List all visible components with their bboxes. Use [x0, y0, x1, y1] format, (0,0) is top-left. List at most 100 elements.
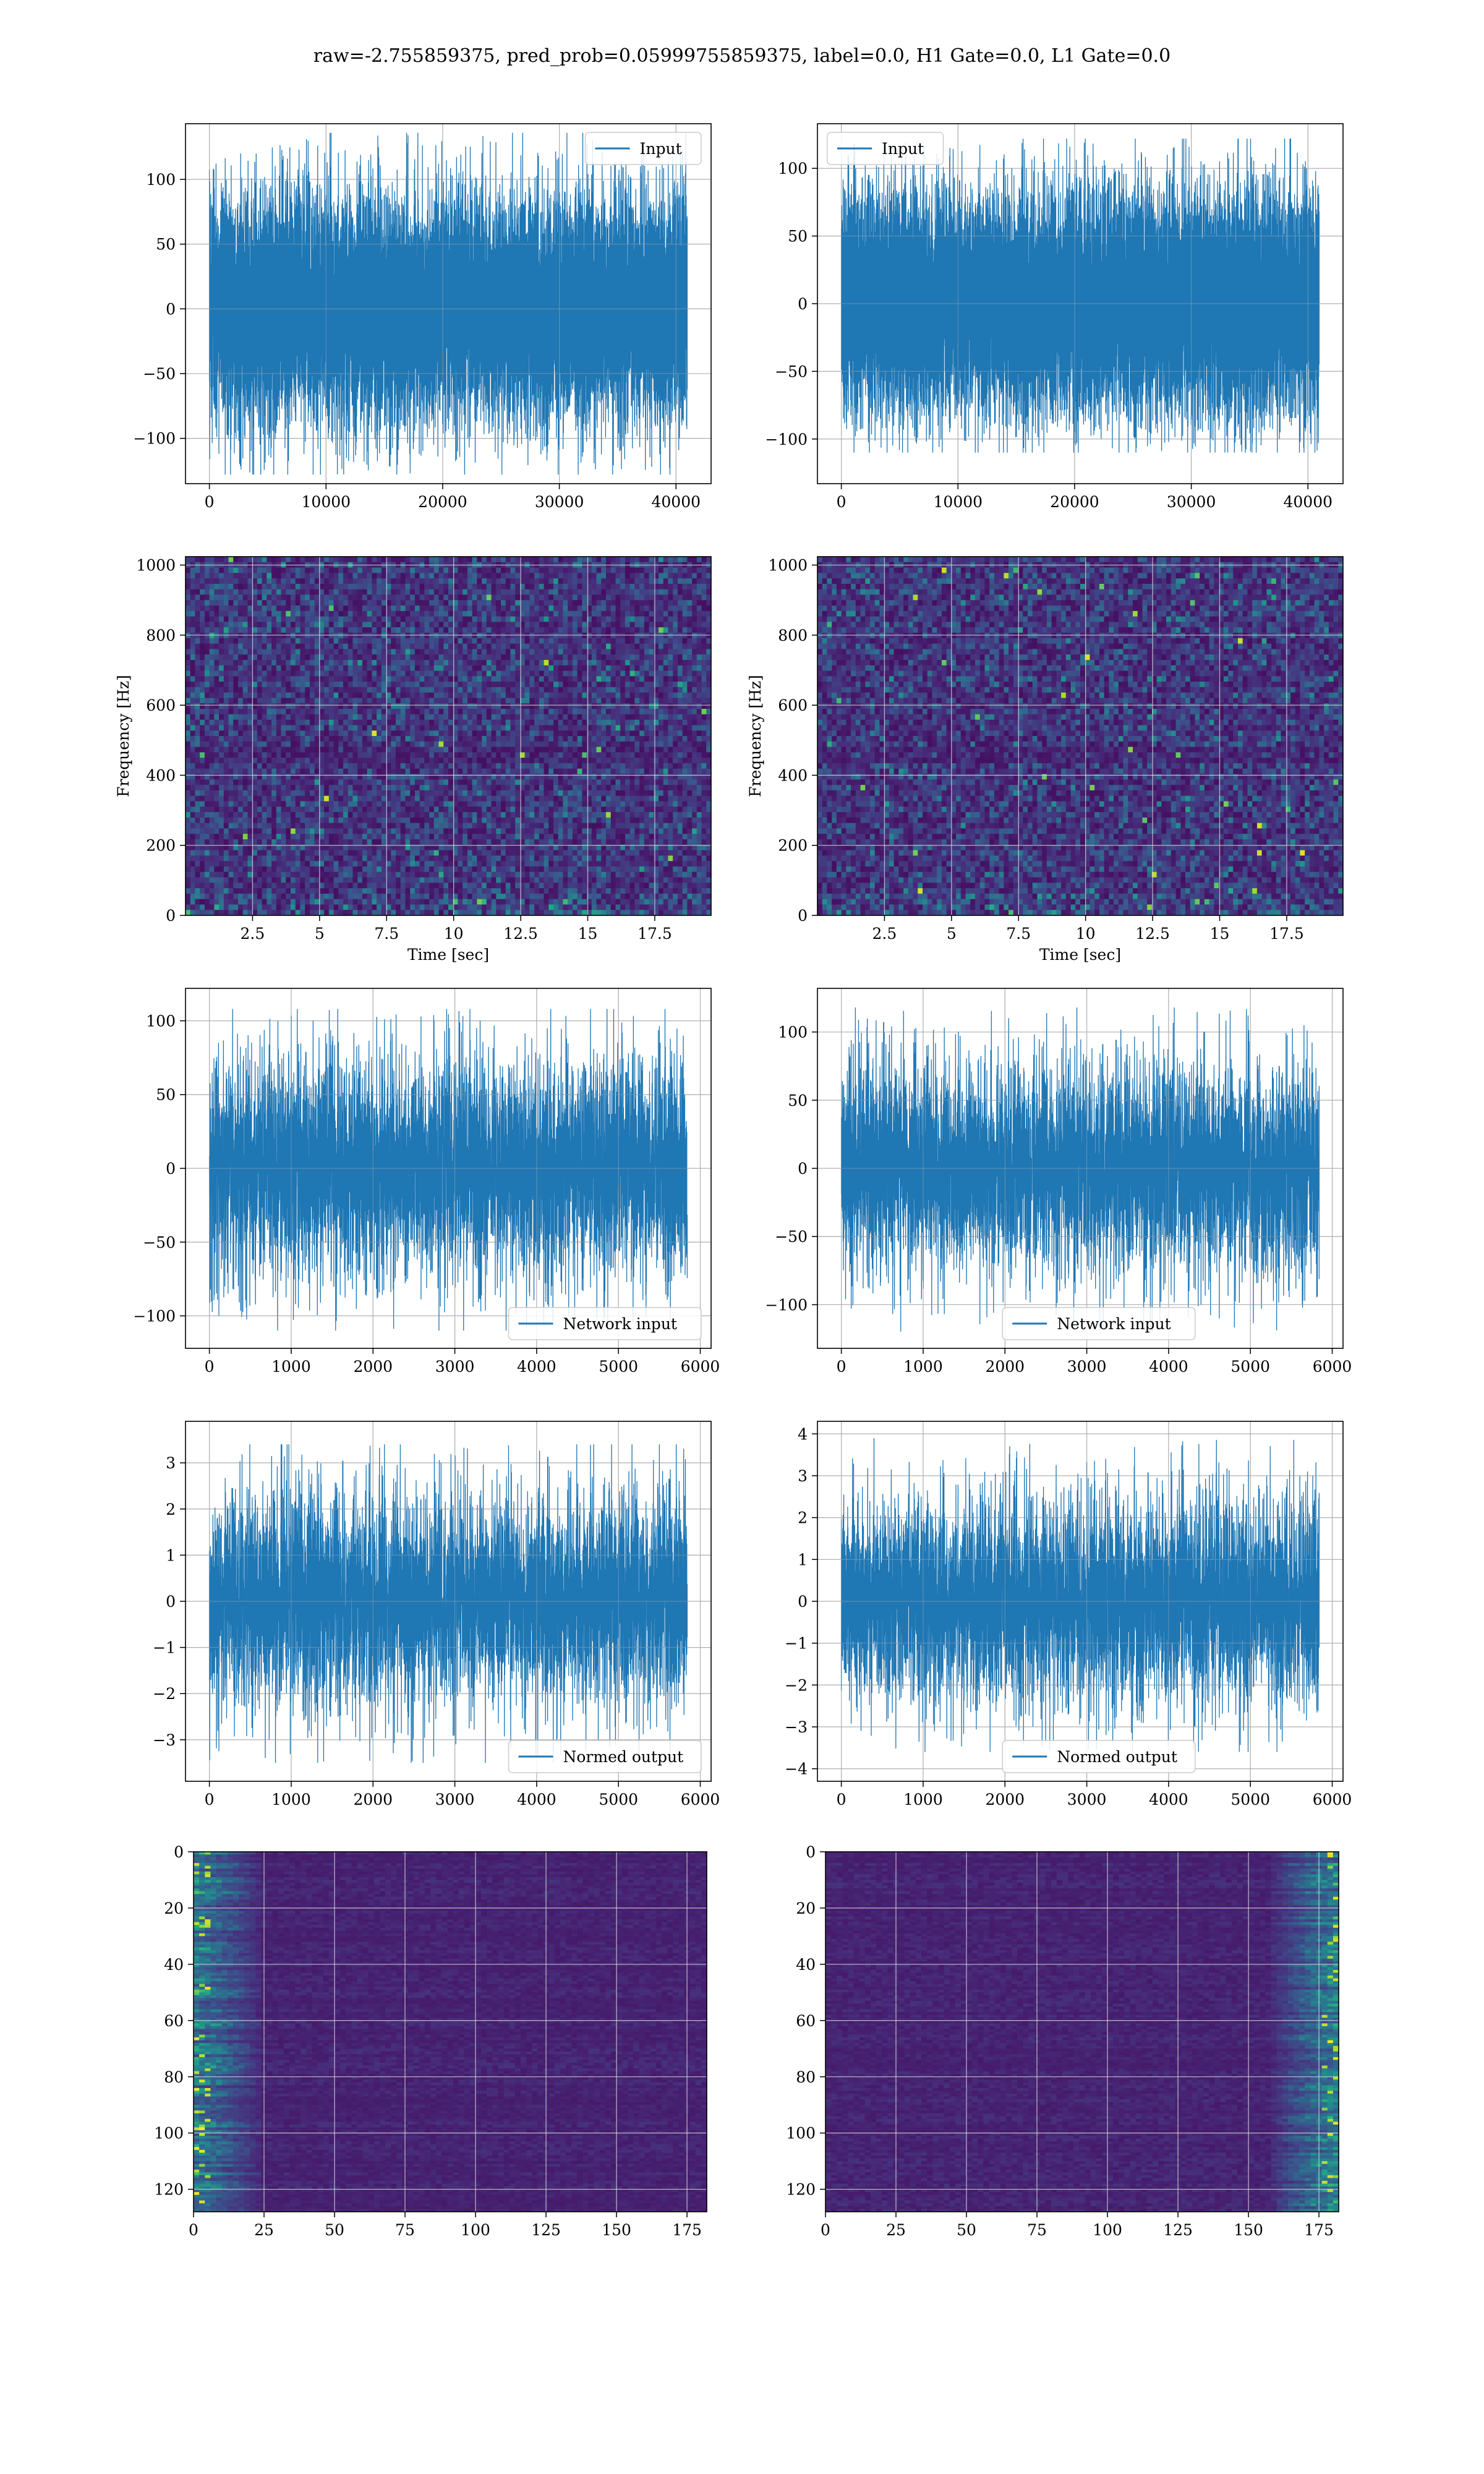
- heatmap-cell: [654, 747, 659, 753]
- heatmap-cell: [281, 687, 286, 693]
- heatmap-cell: [577, 714, 582, 721]
- heatmap-cell: [405, 725, 411, 731]
- heatmap-cell: [696, 659, 702, 666]
- heatmap-cell: [214, 594, 220, 601]
- heatmap-cell: [200, 719, 205, 726]
- heatmap-cell: [463, 665, 468, 672]
- heatmap-cell: [319, 616, 325, 623]
- heatmap-cell: [654, 567, 659, 573]
- heatmap-cell: [405, 774, 411, 780]
- heatmap-cell: [634, 785, 640, 791]
- heatmap-cell: [577, 622, 582, 628]
- heatmap-cell: [519, 714, 526, 721]
- heatmap-cell: [328, 670, 335, 677]
- heatmap-cell: [629, 622, 635, 628]
- heatmap-cell: [625, 725, 631, 731]
- heatmap-cell: [195, 779, 200, 785]
- heatmap-cell: [659, 741, 664, 748]
- heatmap-cell: [539, 622, 545, 628]
- heatmap-cell: [582, 687, 587, 693]
- heatmap-cell: [644, 741, 650, 748]
- heatmap-cell: [372, 795, 377, 802]
- heatmap-cell: [606, 779, 612, 785]
- heatmap-cell: [276, 785, 282, 791]
- heatmap-cell: [252, 763, 258, 769]
- heatmap-cell: [634, 747, 640, 753]
- heatmap-cell: [377, 643, 382, 649]
- heatmap-cell: [548, 752, 554, 758]
- heatmap-cell: [295, 670, 301, 677]
- heatmap-cell: [491, 670, 497, 677]
- heatmap-cell: [348, 616, 354, 623]
- heatmap-cell: [410, 573, 416, 579]
- heatmap-cell: [190, 725, 196, 731]
- heatmap-cell: [357, 785, 363, 791]
- heatmap-cell: [606, 665, 612, 672]
- heatmap-cell: [572, 654, 578, 661]
- heatmap-cell: [615, 682, 621, 688]
- heatmap-cell: [195, 659, 200, 666]
- heatmap-cell: [568, 682, 573, 688]
- heatmap-cell: [467, 779, 473, 785]
- heatmap-cell: [396, 752, 401, 758]
- heatmap-cell: [367, 627, 372, 633]
- heatmap-cell: [314, 654, 320, 661]
- heatmap-cell: [438, 649, 444, 655]
- heatmap-cell: [491, 665, 497, 672]
- heatmap-cell: [433, 557, 440, 563]
- heatmap-cell: [577, 747, 582, 753]
- heatmap-cell: [639, 594, 645, 601]
- heatmap-cell: [472, 594, 477, 601]
- heatmap-cell: [309, 752, 315, 758]
- heatmap-cell: [262, 610, 267, 617]
- heatmap-cell: [238, 790, 244, 797]
- heatmap-cell: [291, 583, 296, 590]
- heatmap-cell: [438, 698, 444, 704]
- heatmap-cell: [649, 627, 654, 633]
- heatmap-cell: [539, 687, 545, 693]
- heatmap-cell: [634, 779, 640, 785]
- heatmap-cell: [591, 659, 597, 666]
- heatmap-cell: [601, 665, 607, 672]
- heatmap-cell: [701, 752, 707, 758]
- heatmap-cell: [405, 659, 411, 666]
- heatmap-cell: [367, 703, 372, 709]
- heatmap-cell: [505, 583, 511, 590]
- heatmap-cell: [209, 747, 215, 753]
- heatmap-cell: [534, 779, 540, 785]
- heatmap-cell: [654, 687, 659, 693]
- heatmap-cell: [548, 730, 554, 737]
- heatmap-cell: [228, 763, 234, 769]
- heatmap-cell: [677, 610, 683, 617]
- heatmap-cell: [577, 578, 582, 584]
- heatmap-cell: [477, 714, 482, 721]
- heatmap-cell: [228, 790, 234, 797]
- heatmap-cell: [534, 654, 540, 661]
- heatmap-cell: [257, 795, 263, 802]
- heatmap-cell: [663, 687, 669, 693]
- heatmap-cell: [601, 698, 607, 704]
- heatmap-cell: [252, 567, 258, 573]
- heatmap-cell: [343, 730, 349, 737]
- heatmap-cell: [629, 779, 635, 785]
- heatmap-cell: [601, 714, 607, 721]
- heatmap-cell: [472, 638, 477, 644]
- heatmap-cell: [214, 763, 220, 769]
- heatmap-cell: [309, 795, 315, 802]
- heatmap-cell: [539, 698, 545, 704]
- heatmap-cell: [625, 659, 631, 666]
- heatmap-cell: [204, 649, 210, 655]
- heatmap-cell: [424, 600, 430, 606]
- heatmap-cell: [539, 682, 545, 688]
- heatmap-cell: [553, 659, 559, 666]
- heatmap-cell: [219, 741, 224, 748]
- heatmap-cell: [610, 670, 616, 677]
- heatmap-cell: [204, 719, 210, 726]
- heatmap-cell: [433, 606, 440, 612]
- heatmap-cell: [424, 670, 430, 677]
- heatmap-cell: [357, 643, 363, 649]
- heatmap-cell: [615, 567, 621, 573]
- heatmap-cell: [362, 709, 368, 715]
- heatmap-cell: [659, 610, 664, 617]
- heatmap-cell: [491, 698, 497, 704]
